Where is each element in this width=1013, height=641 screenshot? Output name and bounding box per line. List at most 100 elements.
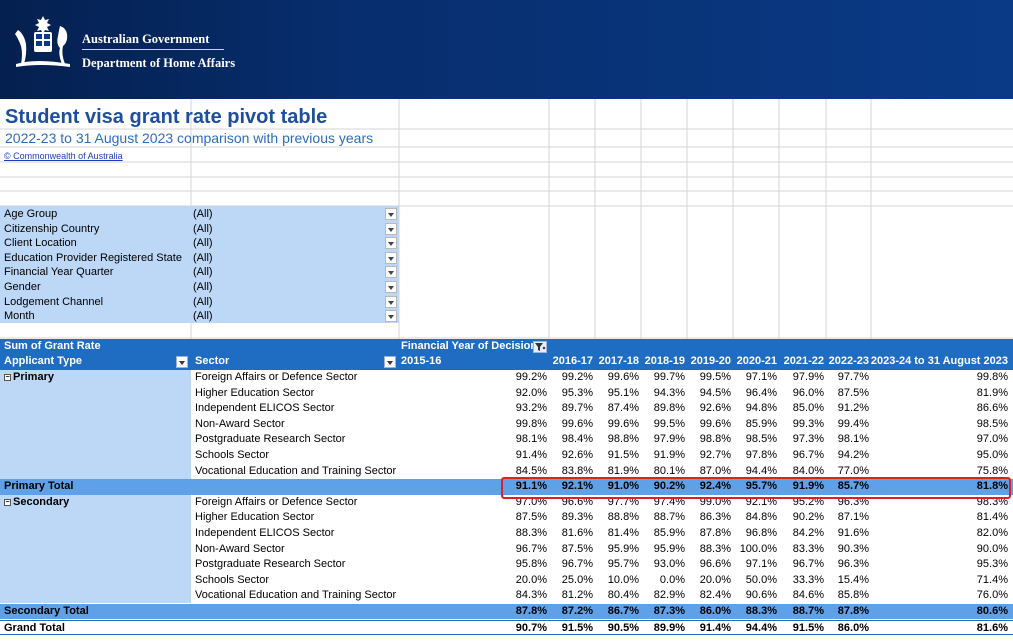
value-cell: 86.7% — [607, 605, 639, 617]
coat-of-arms-icon — [15, 16, 70, 67]
value-cell: 89.3% — [561, 511, 593, 524]
filter-value: (All) — [193, 251, 213, 264]
sector-cell: Vocational Education and Training Sector — [195, 464, 397, 477]
value-cell: 90.5% — [607, 621, 639, 634]
value-cell: 88.7% — [792, 605, 824, 617]
filter-row: Lodgement Channel (All) — [0, 295, 399, 310]
sector-cell: Foreign Affairs or Defence Sector — [195, 495, 358, 508]
value-cell: 88.3% — [745, 605, 777, 617]
subtotal-row: Primary Total 91.1% 92.1% 91.0% 90.2% 92.4% 95… — [0, 479, 1013, 495]
value-cell: 100.0% — [739, 542, 777, 555]
table-row: Postgraduate Research Sector 95.8% 96.7% 95… — [0, 557, 1013, 572]
value-cell: 94.4% — [745, 464, 777, 477]
value-cell: 0.0% — [659, 573, 685, 586]
value-cell: 87.8% — [699, 527, 731, 539]
value-cell: 94.8% — [745, 402, 777, 415]
value-cell: 87.1% — [837, 511, 869, 524]
value-cell: 91.2% — [837, 402, 869, 415]
value-cell: 95.8% — [515, 558, 547, 571]
value-cell: 85.8% — [837, 589, 869, 602]
year-header: 2017-18 — [598, 355, 639, 368]
primary-total-highlight — [501, 477, 1011, 499]
value-cell: 95.9% — [607, 542, 639, 555]
row-field-sector: Sector — [195, 355, 230, 368]
filter-area — [0, 206, 399, 323]
value-cell: 97.3% — [792, 433, 824, 446]
value-cell: 87.0% — [699, 464, 731, 477]
value-cell: 81.4% — [976, 511, 1008, 524]
value-cell: 80.6% — [976, 605, 1008, 617]
filter-dropdown-button[interactable] — [385, 266, 397, 279]
value-cell: 90.7% — [515, 621, 547, 634]
value-cell: 87.8% — [837, 605, 869, 617]
value-cell: 81.8% — [976, 480, 1008, 493]
applicant-type-cell[interactable]: − Secondary — [4, 495, 69, 510]
value-cell: 81.2% — [561, 589, 593, 602]
value-cell: 97.7% — [837, 371, 869, 383]
applicant-type-dropdown[interactable] — [176, 356, 188, 369]
sector-dropdown[interactable] — [384, 356, 396, 369]
value-cell: 91.1% — [515, 480, 547, 493]
filter-value: (All) — [193, 266, 213, 279]
filter-value: (All) — [193, 222, 213, 235]
filter-dropdown-button[interactable] — [385, 295, 397, 308]
table-row: Higher Education Sector 92.0% 95.3% 95.1% 94… — [0, 386, 1013, 401]
filter-dropdown-button[interactable] — [385, 281, 397, 293]
value-cell: 87.2% — [561, 605, 593, 617]
value-cell: 96.7% — [792, 558, 824, 571]
value-cell: 94.5% — [699, 386, 731, 399]
value-cell: 81.9% — [976, 386, 1008, 399]
copyright-link[interactable]: © Commonwealth of Australia — [4, 151, 123, 161]
filter-dropdown-button[interactable] — [385, 310, 397, 323]
value-cell: 85.9% — [745, 417, 777, 430]
year-header: 2021-22 — [783, 355, 824, 368]
table-row: Vocational Education and Training Sector… — [0, 588, 1013, 603]
filter-value: (All) — [193, 310, 213, 323]
value-cell: 99.6% — [561, 417, 593, 430]
value-cell: 98.8% — [607, 433, 639, 446]
value-cell: 98.5% — [976, 417, 1008, 430]
table-row: Non-Award Sector 96.7% 87.5% 95.9% 95.9% 88.3… — [0, 542, 1013, 557]
value-cell: 87.4% — [607, 402, 639, 415]
value-cell: 86.3% — [699, 511, 731, 524]
value-cell: 97.9% — [653, 433, 685, 446]
column-filter-button[interactable] — [533, 341, 547, 353]
value-cell: 50.0% — [745, 573, 777, 586]
value-cell: 95.3% — [976, 558, 1008, 571]
collapse-toggle-icon[interactable]: − — [4, 498, 11, 506]
value-cell: 87.3% — [653, 605, 685, 617]
row-field-applicant-type: Applicant Type — [4, 355, 83, 368]
collapse-toggle-icon[interactable]: − — [4, 374, 11, 381]
filter-dropdown-button[interactable] — [385, 222, 397, 235]
table-row: Schools Sector 91.4% 92.6% 91.5% 91.9% 92.7% 9… — [0, 448, 1013, 463]
value-cell: 98.1% — [837, 433, 869, 446]
sector-cell: Vocational Education and Training Sector — [195, 589, 397, 602]
filter-dropdown-button[interactable] — [385, 237, 397, 250]
filter-dropdown-button[interactable] — [385, 251, 397, 264]
filter-label: Lodgement Channel — [4, 295, 104, 308]
value-cell: 95.9% — [653, 542, 685, 555]
value-cell: 99.2% — [561, 371, 593, 383]
filter-row: Citizenship Country (All) — [0, 222, 399, 237]
filter-dropdown-button[interactable] — [385, 208, 397, 220]
value-cell: 89.7% — [561, 402, 593, 415]
value-cell: 33.3% — [792, 573, 824, 586]
filter-label: Month — [4, 310, 35, 323]
value-cell: 99.7% — [653, 371, 685, 383]
value-cell: 82.0% — [976, 527, 1008, 539]
value-cell: 87.5% — [837, 386, 869, 399]
value-cell: 95.3% — [561, 386, 593, 399]
table-row: Non-Award Sector 99.8% 99.6% 99.6% 99.5% 99.6… — [0, 417, 1013, 432]
column-field-label: Financial Year of Decision — [401, 340, 538, 352]
year-header: 2020-21 — [736, 355, 777, 368]
filter-row: Financial Year Quarter (All) — [0, 265, 399, 280]
value-cell: 82.4% — [699, 589, 731, 602]
grid-lines — [0, 99, 1013, 339]
applicant-type-cell[interactable]: − Primary — [4, 370, 54, 385]
spreadsheet[interactable]: Student visa grant rate pivot table 2022… — [0, 99, 1013, 641]
value-cell: 92.0% — [515, 386, 547, 399]
value-cell: 81.6% — [976, 621, 1008, 634]
total-label: Primary Total — [4, 480, 74, 493]
value-cell: 93.0% — [653, 558, 685, 571]
table-row: Higher Education Sector 87.5% 89.3% 88.8% 88… — [0, 510, 1013, 525]
